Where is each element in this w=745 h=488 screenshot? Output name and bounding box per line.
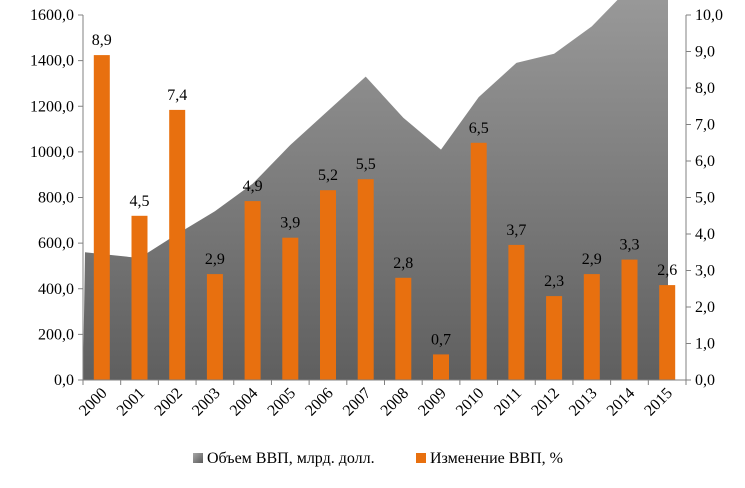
bar-gdp-change [470, 142, 487, 381]
y-left-tick-label: 1000,0 [30, 144, 74, 161]
y-left-tick-label: 0,0 [54, 372, 74, 389]
x-tick-label: 2007 [340, 385, 375, 420]
bar-gdp-change [508, 244, 525, 380]
y-right-tick-label: 6,0 [695, 153, 715, 170]
x-tick-label: 2012 [528, 385, 563, 420]
y-left-tick-label: 400,0 [38, 281, 74, 298]
legend-label-area: Объем ВВП, млрд. долл. [207, 450, 375, 467]
y-right-tick-label: 1,0 [695, 336, 715, 353]
y-right-tick-label: 5,0 [695, 190, 715, 207]
x-tick-label: 2011 [491, 385, 525, 419]
y-right-tick-label: 8,0 [695, 80, 715, 97]
legend: Объем ВВП, млрд. долл. Изменение ВВП, % [193, 450, 563, 467]
bar-gdp-change [206, 274, 223, 380]
x-tick-label: 2006 [302, 385, 337, 420]
x-tick-label: 2015 [641, 385, 676, 420]
bar-gdp-change [320, 190, 336, 380]
bar-gdp-change [583, 274, 600, 380]
y-left-tick-label: 200,0 [38, 326, 74, 343]
plot-area: 8,9 4,5 7,4 2,9 4,9 3,9 5,2 5,5 2,8 0,7 6,5 3,7 2,3 2… [30, 0, 723, 419]
data-label: 2,6 [657, 262, 677, 279]
data-label: 2,9 [582, 251, 602, 268]
bar-gdp-change [282, 237, 299, 380]
y-left-tick-label: 1600,0 [30, 7, 74, 24]
x-tick-label: 2004 [227, 385, 262, 420]
bar-gdp-change [659, 285, 676, 380]
y-left-tick-label: 800,0 [38, 190, 74, 207]
data-label: 3,3 [620, 237, 640, 254]
x-tick-label: 2000 [76, 385, 111, 420]
x-tick-label: 2002 [151, 385, 186, 420]
data-label: 4,9 [243, 178, 263, 195]
data-label: 5,5 [356, 156, 376, 173]
x-tick-label: 2014 [604, 385, 639, 420]
x-tick-label: 2001 [114, 385, 149, 420]
y-right-tick-label: 10,0 [695, 7, 723, 24]
y-right-tick-label: 3,0 [695, 263, 715, 280]
data-label: 2,8 [393, 255, 413, 272]
data-label: 4,5 [130, 193, 150, 210]
legend-label-bar: Изменение ВВП, % [430, 450, 563, 467]
data-label: 0,7 [431, 331, 451, 348]
data-label: 2,3 [544, 273, 564, 290]
bar-gdp-change [93, 55, 110, 380]
x-tick-label: 2013 [566, 385, 601, 420]
y-right-tick-label: 0,0 [695, 372, 715, 389]
data-label: 3,9 [280, 215, 300, 232]
bar-gdp-change [546, 296, 563, 380]
bar-gdp-change [395, 277, 412, 380]
data-label: 5,2 [318, 167, 338, 184]
bar-gdp-change [621, 259, 638, 380]
y-left-tick-label: 1400,0 [30, 53, 74, 70]
legend-swatch-area [193, 453, 203, 463]
x-tick-label: 2008 [378, 385, 413, 420]
y-left-tick-label: 600,0 [38, 235, 74, 252]
data-label: 3,7 [506, 222, 526, 239]
data-label: 6,5 [469, 120, 489, 137]
x-tick-label: 2010 [453, 385, 488, 420]
legend-swatch-bar [416, 453, 426, 463]
bar-gdp-change [244, 201, 261, 380]
bar-gdp-change [169, 109, 186, 381]
bar-gdp-change [131, 215, 148, 381]
bar-gdp-change [433, 354, 449, 380]
x-tick-label: 2005 [264, 385, 299, 420]
data-label: 8,9 [92, 32, 112, 49]
data-label: 2,9 [205, 251, 225, 268]
data-label: 7,4 [167, 87, 187, 104]
y-left-tick-label: 1200,0 [30, 98, 74, 115]
x-tick-label: 2009 [415, 385, 450, 420]
y-right-tick-label: 4,0 [695, 226, 715, 243]
y-right-tick-label: 9,0 [695, 44, 715, 61]
x-tick-label: 2003 [189, 385, 224, 420]
y-right-tick-label: 2,0 [695, 299, 715, 316]
bar-gdp-change [357, 179, 374, 380]
y-right-tick-label: 7,0 [695, 117, 715, 134]
